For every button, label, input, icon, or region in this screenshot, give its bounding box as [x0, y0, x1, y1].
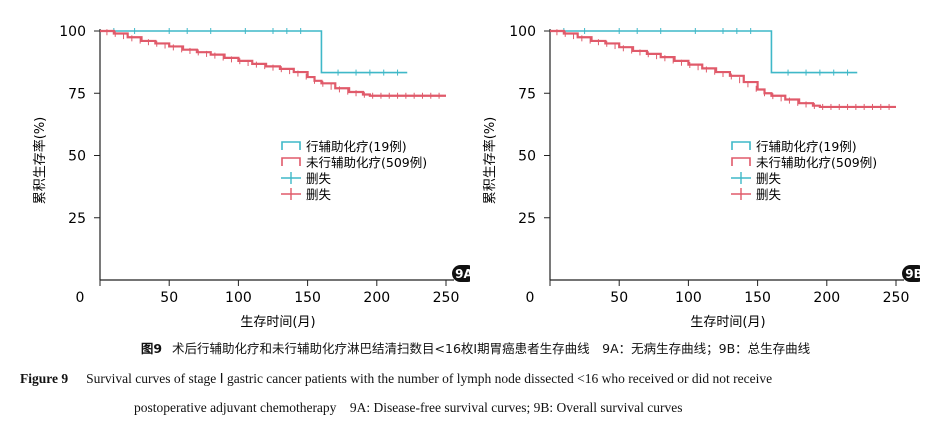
x-tick-label: 100	[675, 290, 702, 306]
caption-en-text1: Survival curves of stage Ⅰ gastric cance…	[86, 371, 773, 386]
legend-no-adjuvant-swatch	[731, 157, 751, 166]
caption-english-line2: postoperative adjuvant chemotherapy 9A: …	[134, 396, 934, 416]
x-tick-label: 200	[813, 290, 840, 306]
y-axis-label: 累积生存率(%)	[482, 117, 498, 205]
chart-9a: 25 50 75 100 0 50 100 150 200 250 生存时间(月) 累积生存率(%) 行…	[32, 24, 470, 330]
legend-adjuvant-swatch	[281, 141, 301, 150]
legend-adjuvant-swatch	[731, 141, 751, 150]
legend-censored-no-adjuvant-label: 删失	[306, 187, 332, 202]
y-axis-label: 累积生存率(%)	[32, 117, 48, 205]
x-tick-label: 150	[744, 290, 771, 306]
y-tick-label: 25	[68, 211, 86, 227]
y-tick-label: 100	[59, 24, 86, 40]
legend-adjuvant-label: 行辅助化疗(19例)	[306, 139, 407, 154]
x-axis-label: 生存时间(月)	[240, 315, 315, 330]
x-tick-label: 250	[883, 290, 910, 306]
y-tick-label: 50	[68, 149, 86, 165]
legend-censored-adjuvant-label: 删失	[756, 171, 782, 186]
series-no-adjuvant-line	[550, 29, 896, 109]
caption-cn-label: 图9	[140, 341, 163, 356]
y-tick-label: 100	[509, 24, 536, 40]
caption-en-label: Figure 9	[20, 371, 69, 386]
legend-censored-adjuvant-label: 删失	[306, 171, 332, 186]
panel-label-badge	[902, 265, 920, 282]
y-tick-label: 75	[518, 86, 536, 102]
panel-label: 9A	[455, 267, 470, 281]
x-tick-label: 250	[433, 290, 460, 306]
x-tick-label: 150	[294, 290, 321, 306]
x-tick-label: 50	[160, 290, 178, 306]
legend-no-adjuvant-swatch	[281, 157, 301, 166]
y-tick-label: 50	[518, 149, 536, 165]
y-tick-label: 75	[68, 86, 86, 102]
panel-label-badge	[452, 265, 470, 282]
caption-english-line1: Figure 9 Survival curves of stage Ⅰ gastr…	[20, 371, 940, 387]
x-tick-label: 50	[610, 290, 628, 306]
x-axis-label: 生存时间(月)	[690, 315, 765, 330]
series-adjuvant-line	[550, 30, 858, 74]
panel-label: 9B	[905, 267, 920, 281]
series-no-adjuvant-line	[100, 29, 446, 97]
legend-no-adjuvant-label: 未行辅助化疗(509例)	[306, 155, 427, 170]
caption-cn-text: 术后行辅助化疗和未行辅助化疗淋巴结清扫数目<16枚Ⅰ期胃癌患者生存曲线 9A：无…	[172, 341, 811, 356]
x-tick-label: 200	[363, 290, 390, 306]
y-tick-label: 25	[518, 211, 536, 227]
x-tick-label: 0	[526, 290, 535, 306]
legend-no-adjuvant-label: 未行辅助化疗(509例)	[756, 155, 877, 170]
x-tick-label: 100	[225, 290, 252, 306]
series-adjuvant-line	[100, 30, 408, 74]
caption-en-text2: postoperative adjuvant chemotherapy 9A: …	[134, 400, 683, 415]
chart-9b: 25 50 75 100 0 50 100 150 200 250 生存时间(月) 累积生存率(%) 行…	[482, 24, 920, 330]
legend-censored-no-adjuvant-label: 删失	[756, 187, 782, 202]
caption-chinese: 图9 术后行辅助化疗和未行辅助化疗淋巴结清扫数目<16枚Ⅰ期胃癌患者生存曲线 9A…	[0, 338, 951, 357]
x-tick-label: 0	[76, 290, 85, 306]
legend-adjuvant-label: 行辅助化疗(19例)	[756, 139, 857, 154]
